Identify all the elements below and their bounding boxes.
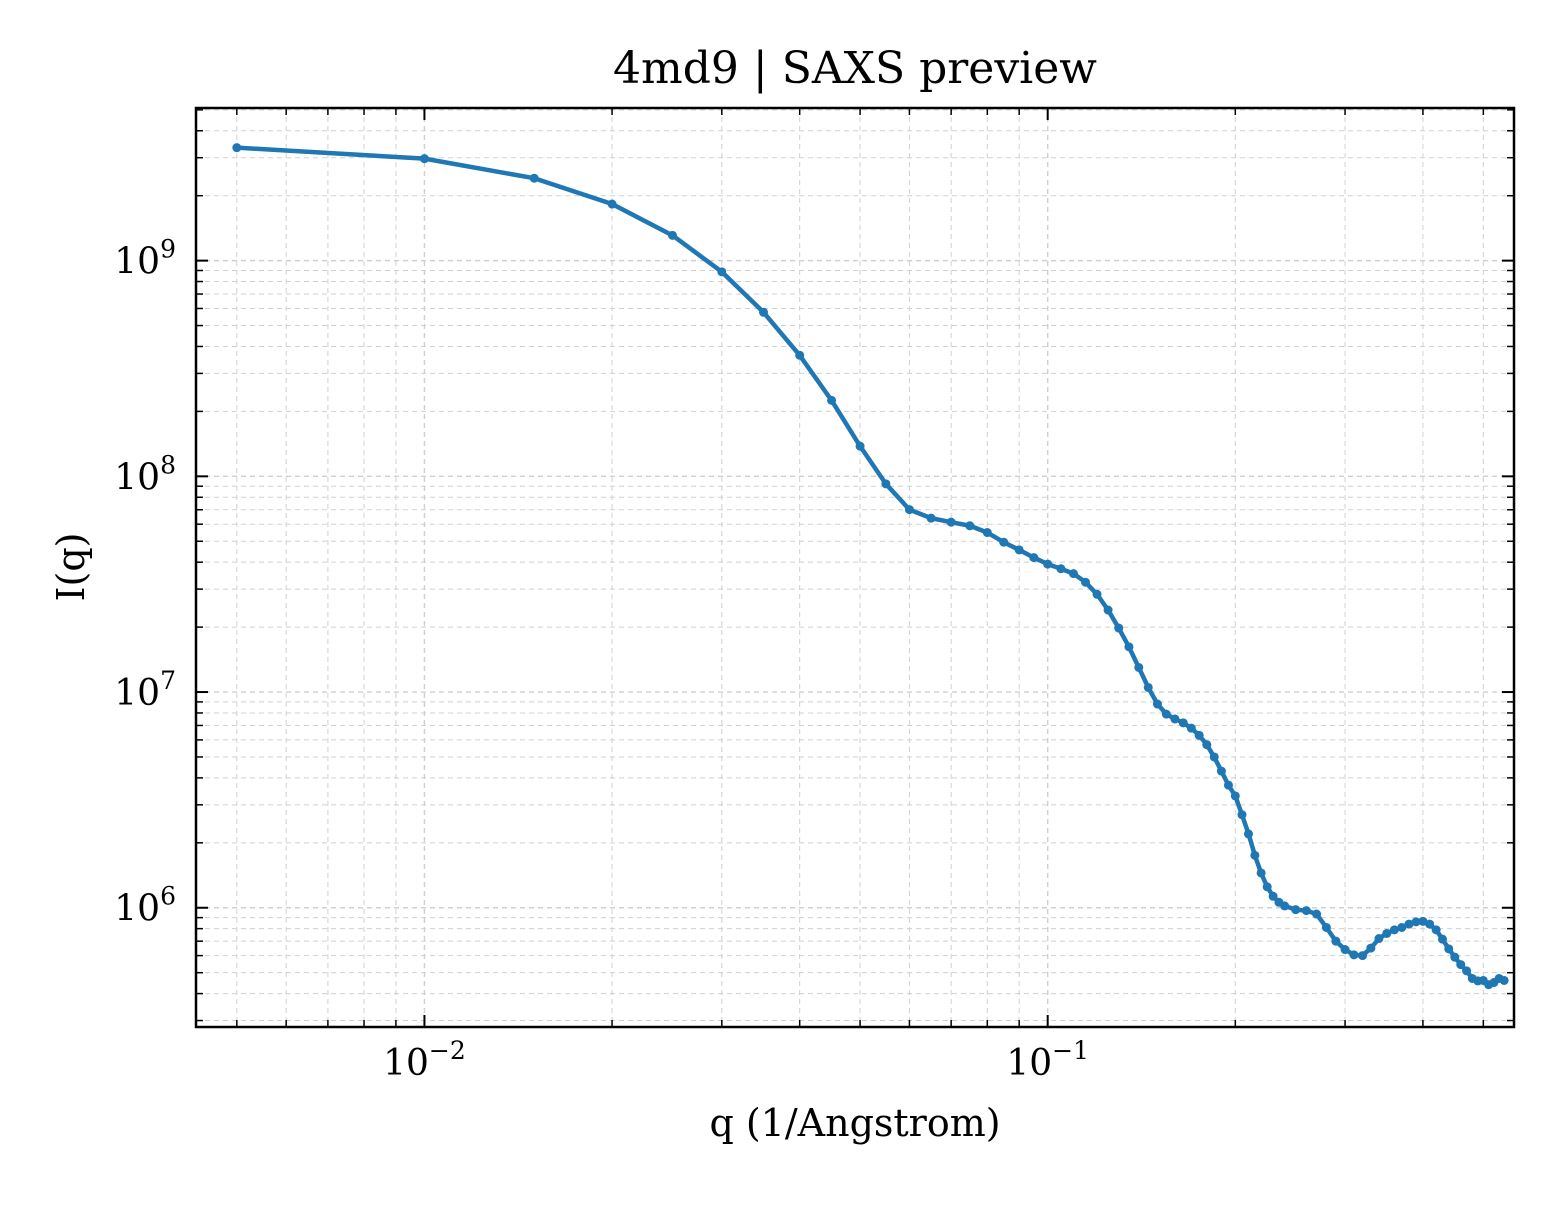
grid-lines bbox=[196, 108, 1514, 1027]
data-point bbox=[1438, 934, 1447, 944]
axis-ticks bbox=[196, 108, 1514, 1027]
y-tick-label: 108 bbox=[114, 450, 176, 498]
data-point bbox=[1230, 791, 1240, 801]
data-point bbox=[1291, 905, 1301, 915]
data-point bbox=[1114, 623, 1124, 633]
data-point bbox=[232, 143, 242, 153]
data-point bbox=[1462, 966, 1472, 976]
x-axis-label: q (1/Angstrom) bbox=[709, 1101, 1000, 1145]
data-point bbox=[795, 350, 805, 360]
data-point bbox=[1321, 922, 1331, 932]
data-point bbox=[881, 479, 891, 489]
data-point bbox=[1301, 906, 1311, 916]
data-point bbox=[982, 528, 992, 538]
data-point bbox=[855, 441, 865, 451]
plot-frame bbox=[194, 106, 1516, 1029]
data-point bbox=[1152, 699, 1162, 709]
data-point bbox=[717, 267, 727, 277]
data-point bbox=[1223, 780, 1233, 790]
data-point bbox=[1124, 642, 1134, 652]
data-point bbox=[1250, 850, 1260, 860]
data-point bbox=[1374, 934, 1384, 944]
data-point bbox=[607, 199, 617, 209]
data-point bbox=[1499, 975, 1509, 985]
data-point bbox=[1178, 718, 1188, 728]
data-point bbox=[1431, 925, 1441, 935]
data-point bbox=[1170, 714, 1180, 724]
data-point bbox=[1312, 909, 1322, 919]
data-point bbox=[1103, 605, 1113, 615]
data-point bbox=[1014, 545, 1024, 555]
data-point bbox=[1081, 577, 1091, 587]
data-point bbox=[827, 395, 837, 405]
data-point bbox=[1358, 951, 1368, 961]
data-point bbox=[1043, 559, 1053, 569]
x-tick-label: 10−1 bbox=[1006, 1036, 1089, 1084]
data-point bbox=[1425, 919, 1435, 929]
data-point bbox=[999, 537, 1009, 547]
data-point bbox=[926, 513, 936, 523]
data-point bbox=[1280, 901, 1290, 911]
data-point bbox=[1244, 829, 1254, 839]
y-axis-label: I(q) bbox=[49, 533, 93, 602]
data-point bbox=[1161, 709, 1171, 719]
data-point bbox=[667, 230, 677, 240]
data-point bbox=[1444, 944, 1454, 954]
y-tick-label: 107 bbox=[114, 666, 176, 714]
data-point bbox=[1411, 917, 1421, 927]
data-point bbox=[1366, 943, 1376, 953]
data-point bbox=[529, 173, 539, 183]
data-point bbox=[1456, 960, 1466, 970]
data-point bbox=[1143, 682, 1153, 692]
data-point bbox=[1349, 950, 1359, 960]
data-point bbox=[1262, 882, 1272, 892]
data-point bbox=[1134, 662, 1144, 672]
data-point bbox=[1216, 766, 1226, 776]
data-point bbox=[1068, 569, 1078, 579]
data-point bbox=[1029, 553, 1039, 563]
data-point bbox=[1331, 936, 1341, 946]
data-point bbox=[1256, 868, 1266, 878]
data-point bbox=[946, 517, 956, 527]
tick-labels: 10−2 10−1 106 107 108 109 bbox=[114, 235, 1089, 1084]
data-point bbox=[1404, 919, 1414, 929]
data-point bbox=[965, 521, 975, 531]
data-point bbox=[1202, 740, 1212, 750]
data-point bbox=[419, 154, 429, 164]
data-point bbox=[1092, 589, 1102, 599]
data-point bbox=[1397, 922, 1407, 932]
data-point bbox=[1186, 723, 1196, 733]
data-point bbox=[1194, 730, 1204, 740]
y-tick-label: 106 bbox=[114, 882, 176, 930]
data-point bbox=[1389, 925, 1399, 935]
data-point bbox=[1237, 810, 1247, 820]
data-point bbox=[1450, 952, 1460, 962]
data-point bbox=[1382, 928, 1392, 938]
x-tick-label: 10−2 bbox=[383, 1036, 466, 1084]
data-point bbox=[904, 505, 914, 515]
data-point bbox=[1056, 564, 1066, 574]
chart-title: 4md9 | SAXS preview bbox=[613, 43, 1097, 94]
data-point bbox=[759, 307, 769, 317]
data-point bbox=[1268, 891, 1278, 901]
y-tick-label: 109 bbox=[114, 235, 176, 283]
data-point bbox=[1340, 945, 1350, 955]
data-point bbox=[1209, 752, 1219, 762]
data-series bbox=[232, 143, 1509, 990]
